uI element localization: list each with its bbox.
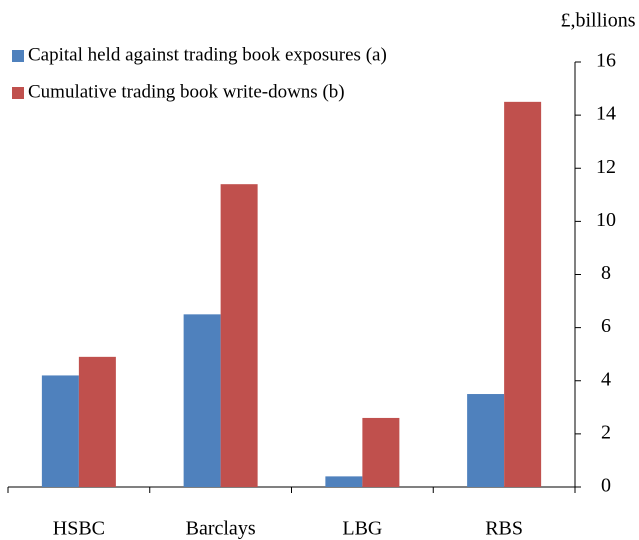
y-tick-label: 4 [601, 368, 611, 390]
legend-swatch [12, 50, 24, 62]
bar [41, 375, 79, 487]
y-tick-label: 2 [601, 421, 611, 443]
y-tick-label: 14 [596, 103, 616, 125]
x-tick-label: HSBC [53, 518, 105, 540]
x-tick-label: Barclays [186, 518, 256, 540]
bar [362, 417, 400, 487]
y-tick-label: 16 [596, 50, 616, 72]
bar [467, 394, 505, 487]
y-tick-label: 0 [601, 475, 611, 497]
bar [220, 184, 258, 487]
bar [504, 101, 542, 487]
legend: Capital held against trading book exposu… [12, 44, 387, 102]
y-tick-label: 10 [596, 209, 616, 231]
bar [183, 314, 221, 487]
legend-label: Capital held against trading book exposu… [28, 44, 387, 65]
y-tick-label: 12 [596, 156, 616, 178]
x-tick-label: LBG [342, 518, 382, 540]
bar [325, 476, 363, 487]
bar [78, 356, 116, 487]
y-tick-label: 8 [601, 262, 611, 284]
legend-swatch [12, 87, 24, 99]
y-tick-label: 6 [601, 315, 611, 337]
y-axis-unit: £,billions [560, 10, 635, 32]
legend-label: Cumulative trading book write-downs (b) [28, 81, 345, 102]
x-tick-label: RBS [485, 518, 523, 540]
